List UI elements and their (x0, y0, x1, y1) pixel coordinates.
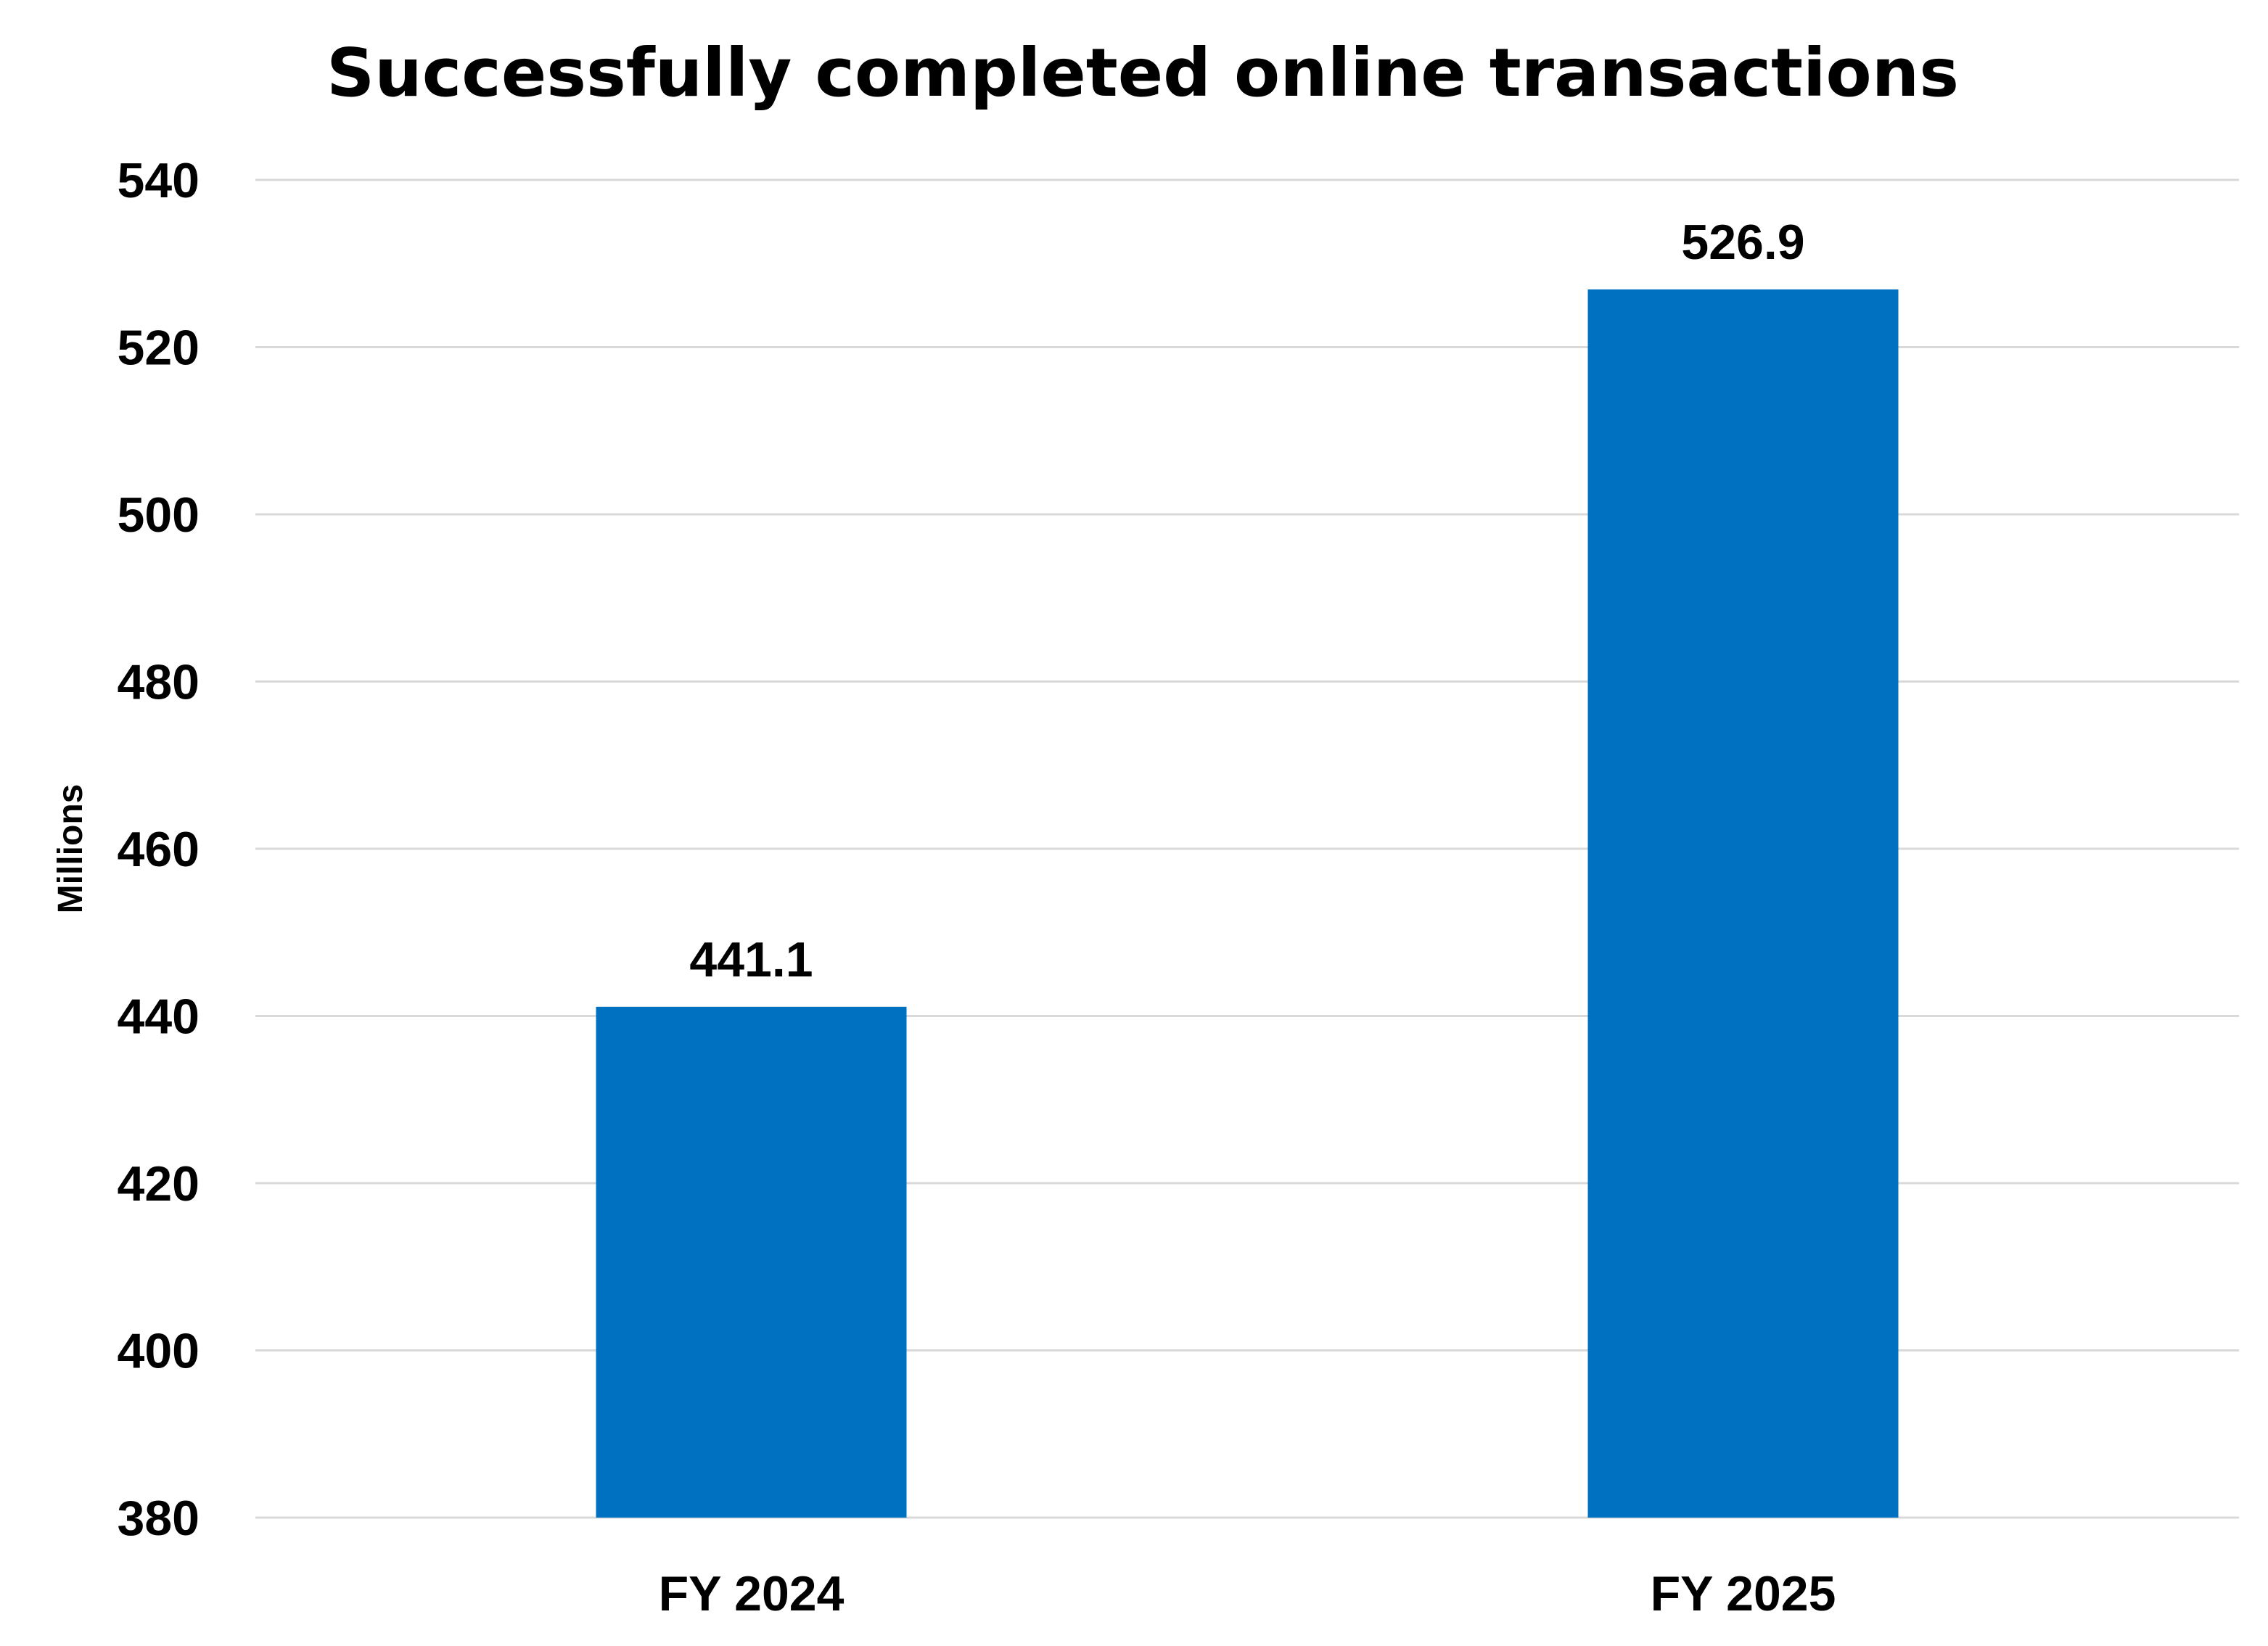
x-axis-categories: FY 2024 FY 2025 (659, 1566, 1836, 1621)
bar (1587, 289, 1899, 1518)
gridlines (255, 178, 2239, 1519)
y-tick-label: 480 (118, 655, 200, 710)
y-tick-label: 440 (118, 989, 200, 1045)
chart-title: Successfully completed online transactio… (326, 34, 1959, 112)
data-label: 441.1 (689, 932, 813, 987)
bar (596, 1006, 907, 1518)
y-axis-label: Millions (52, 784, 90, 914)
y-tick-label: 460 (118, 822, 200, 877)
y-tick-label: 500 (118, 487, 200, 543)
x-category-label: FY 2025 (1651, 1566, 1836, 1621)
y-tick-label: 540 (118, 153, 200, 208)
y-tick-label: 520 (118, 321, 200, 376)
y-axis-ticks: 380 400 420 440 460 480 500 520 540 (118, 153, 200, 1546)
y-tick-label: 400 (118, 1324, 200, 1379)
y-tick-label: 420 (118, 1156, 200, 1211)
data-labels: 441.1 526.9 (689, 215, 1804, 987)
data-label: 526.9 (1681, 215, 1804, 270)
bars (596, 289, 1899, 1518)
y-tick-label: 380 (118, 1491, 200, 1546)
x-category-label: FY 2024 (659, 1566, 845, 1621)
